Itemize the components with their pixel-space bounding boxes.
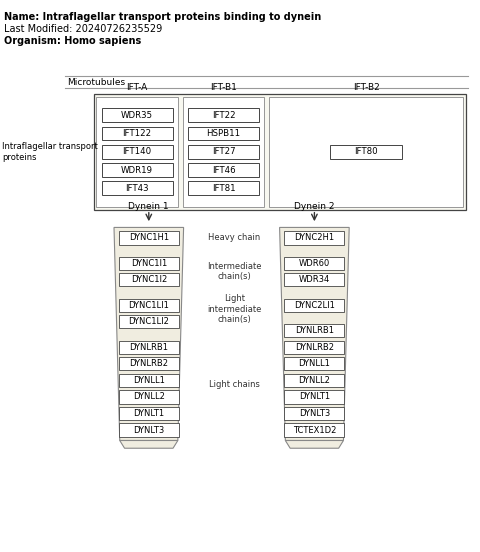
Text: IFT122: IFT122 (122, 129, 152, 138)
Text: IFT43: IFT43 (125, 184, 149, 193)
Text: Intraflagellar transport
proteins: Intraflagellar transport proteins (2, 142, 98, 162)
Bar (119, 374, 179, 387)
Text: Dynein 2: Dynein 2 (294, 203, 335, 211)
Text: DYNC1I1: DYNC1I1 (131, 259, 167, 268)
Bar (284, 423, 345, 437)
Text: IFT-B1: IFT-B1 (210, 83, 237, 92)
Text: DYNLRB1: DYNLRB1 (295, 326, 334, 335)
Text: WDR35: WDR35 (121, 111, 153, 120)
Bar (284, 407, 345, 420)
Bar (101, 108, 172, 123)
Bar (188, 145, 259, 159)
Text: DYNC1I2: DYNC1I2 (131, 275, 167, 284)
Bar (101, 163, 172, 177)
Text: DYNLT3: DYNLT3 (133, 426, 165, 434)
Text: Microtubules: Microtubules (67, 78, 125, 87)
Text: DYNC2LI1: DYNC2LI1 (294, 301, 335, 310)
Bar (284, 324, 345, 337)
Polygon shape (285, 440, 344, 448)
Text: Light
intermediate
chain(s): Light intermediate chain(s) (207, 295, 262, 324)
Text: DYNLRB2: DYNLRB2 (129, 359, 168, 368)
Bar (119, 231, 179, 245)
Text: DYNLL2: DYNLL2 (133, 392, 165, 401)
Text: IFT-A: IFT-A (126, 83, 148, 92)
Text: DYNLL1: DYNLL1 (133, 376, 165, 385)
Text: DYNC1LI2: DYNC1LI2 (128, 317, 169, 326)
Text: IFT46: IFT46 (212, 166, 235, 174)
Bar (96, 97, 178, 207)
Polygon shape (114, 227, 183, 440)
Text: DYNC1LI1: DYNC1LI1 (128, 301, 169, 310)
Bar (119, 299, 179, 312)
Text: WDR34: WDR34 (299, 275, 330, 284)
Bar (119, 257, 179, 270)
Text: DYNLL2: DYNLL2 (299, 376, 330, 385)
Text: Organism: Homo sapiens: Organism: Homo sapiens (4, 36, 141, 46)
Bar (284, 299, 345, 312)
Bar (330, 145, 401, 159)
Text: Name: Intraflagellar transport proteins binding to dynein: Name: Intraflagellar transport proteins … (4, 12, 321, 22)
Bar (284, 257, 345, 270)
Bar (183, 97, 264, 207)
Bar (284, 390, 345, 404)
Bar (284, 374, 345, 387)
Text: DYNLT3: DYNLT3 (299, 409, 330, 418)
Bar (188, 163, 259, 177)
Bar (101, 127, 172, 141)
Text: Dynein 1: Dynein 1 (129, 203, 169, 211)
Text: TCTEX1D2: TCTEX1D2 (293, 426, 336, 434)
Text: DYNLRB2: DYNLRB2 (295, 343, 334, 352)
Text: IFT140: IFT140 (122, 147, 152, 156)
Bar (119, 341, 179, 354)
Bar (284, 273, 345, 286)
Bar (119, 407, 179, 420)
Bar (101, 181, 172, 195)
Bar (101, 145, 172, 159)
Text: IFT81: IFT81 (212, 184, 235, 193)
Text: IFT-B2: IFT-B2 (353, 83, 379, 92)
Bar (119, 315, 179, 328)
Text: IFT27: IFT27 (212, 147, 235, 156)
Text: DYNC1H1: DYNC1H1 (129, 233, 169, 242)
Text: DYNLT1: DYNLT1 (133, 409, 164, 418)
Bar (119, 423, 179, 437)
Text: Light chains: Light chains (209, 380, 260, 389)
Text: IFT22: IFT22 (212, 111, 235, 120)
Bar (188, 127, 259, 141)
Text: DYNLRB1: DYNLRB1 (129, 343, 168, 352)
Text: Heavy chain: Heavy chain (208, 233, 260, 242)
Text: DYNLL1: DYNLL1 (299, 359, 330, 368)
Bar (284, 357, 345, 370)
Polygon shape (279, 227, 349, 440)
Text: WDR19: WDR19 (121, 166, 153, 174)
Bar (119, 273, 179, 286)
Bar (284, 231, 345, 245)
Text: DYNC2H1: DYNC2H1 (294, 233, 335, 242)
Text: IFT80: IFT80 (354, 147, 378, 156)
Bar (119, 357, 179, 370)
Bar (284, 341, 345, 354)
Bar (188, 181, 259, 195)
Bar (94, 94, 466, 210)
Text: Intermediate
chain(s): Intermediate chain(s) (207, 262, 262, 282)
Text: DYNLT1: DYNLT1 (299, 392, 330, 401)
Bar (188, 108, 259, 123)
Polygon shape (120, 440, 178, 448)
Bar (119, 390, 179, 404)
Text: WDR60: WDR60 (299, 259, 330, 268)
Text: Last Modified: 20240726235529: Last Modified: 20240726235529 (4, 24, 162, 34)
Bar (269, 97, 463, 207)
Text: HSPB11: HSPB11 (206, 129, 240, 138)
